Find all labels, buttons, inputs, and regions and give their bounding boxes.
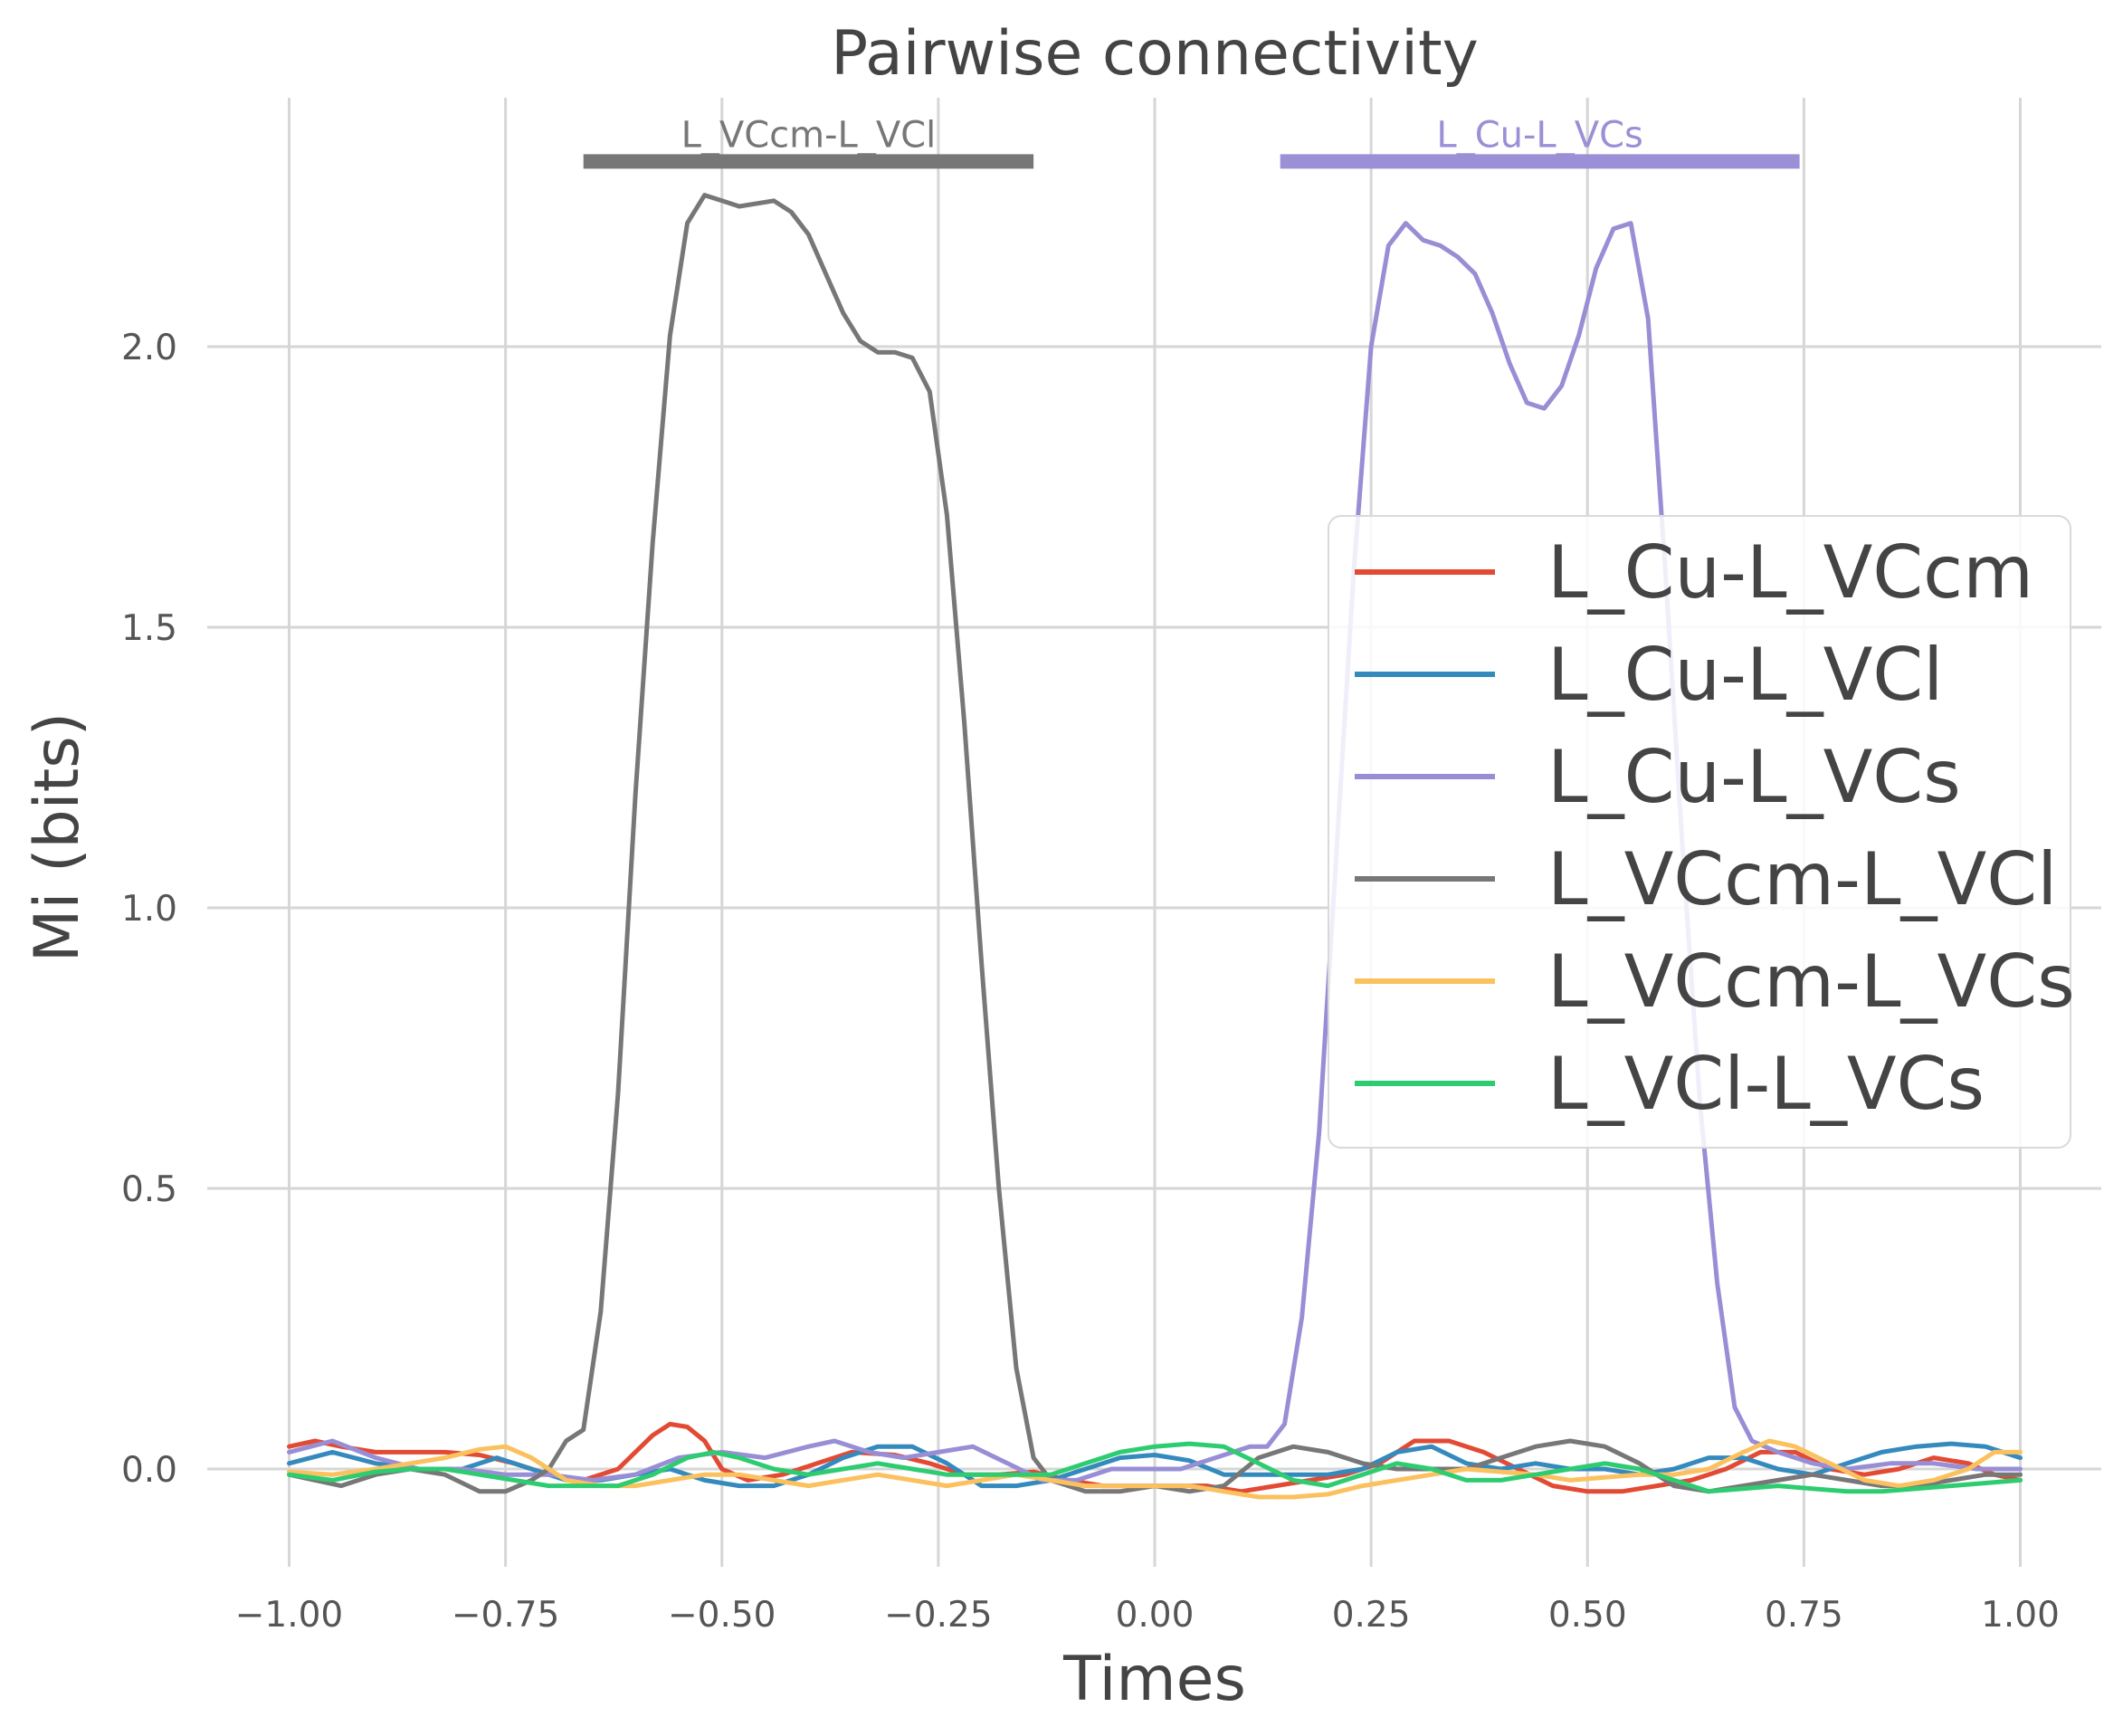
x-tick-label: 1.00 <box>1981 1595 2060 1636</box>
significance-bar-label: L_Cu-L_VCs <box>1436 114 1642 156</box>
legend-box <box>1328 515 2071 1149</box>
legend: L_Cu-L_VCcm L_Cu-L_VCl L_Cu-L_VCs L_VCcm-L_… <box>1328 515 2075 1149</box>
x-tick-labels: −1.00 −0.75 −0.50 −0.25 0.00 0.25 0.50 0.75 1.00 <box>235 1595 2060 1636</box>
y-axis-label: Mi (bits) <box>22 712 93 962</box>
y-tick-label: 1.0 <box>121 889 177 930</box>
series-line <box>287 193 2023 1494</box>
y-tick-label: 0.0 <box>121 1450 177 1491</box>
series-line <box>287 1441 2023 1494</box>
legend-label: L_VCl-L_VCs <box>1547 1042 1985 1126</box>
x-tick-label: −0.75 <box>452 1595 560 1636</box>
x-tick-label: 0.75 <box>1765 1595 1843 1636</box>
chart-title: Pairwise connectivity <box>831 18 1479 90</box>
legend-label: L_VCcm-L_VCl <box>1547 837 2057 921</box>
significance-bars: L_VCcm-L_VCl L_Cu-L_VCs <box>583 114 1800 169</box>
significance-bar-label: L_VCcm-L_VCl <box>681 114 937 156</box>
legend-label: L_VCcm-L_VCs <box>1547 940 2075 1024</box>
x-tick-label: −0.50 <box>668 1595 776 1636</box>
x-tick-label: 0.00 <box>1116 1595 1195 1636</box>
x-tick-label: 0.50 <box>1548 1595 1627 1636</box>
legend-label: L_Cu-L_VCcm <box>1547 530 2033 615</box>
x-tick-label: −1.00 <box>235 1595 344 1636</box>
x-tick-label: −0.25 <box>884 1595 993 1636</box>
y-tick-labels: 0.0 0.5 1.0 1.5 2.0 <box>121 328 177 1491</box>
legend-label: L_Cu-L_VCl <box>1547 633 1943 717</box>
y-tick-label: 1.5 <box>121 608 177 649</box>
x-axis-label: Times <box>1062 1644 1246 1715</box>
y-tick-label: 2.0 <box>121 328 177 368</box>
x-tick-label: 0.25 <box>1332 1595 1411 1636</box>
y-tick-label: 0.5 <box>121 1169 177 1210</box>
legend-label: L_Cu-L_VCs <box>1547 735 1961 819</box>
series-line <box>287 1438 2023 1500</box>
